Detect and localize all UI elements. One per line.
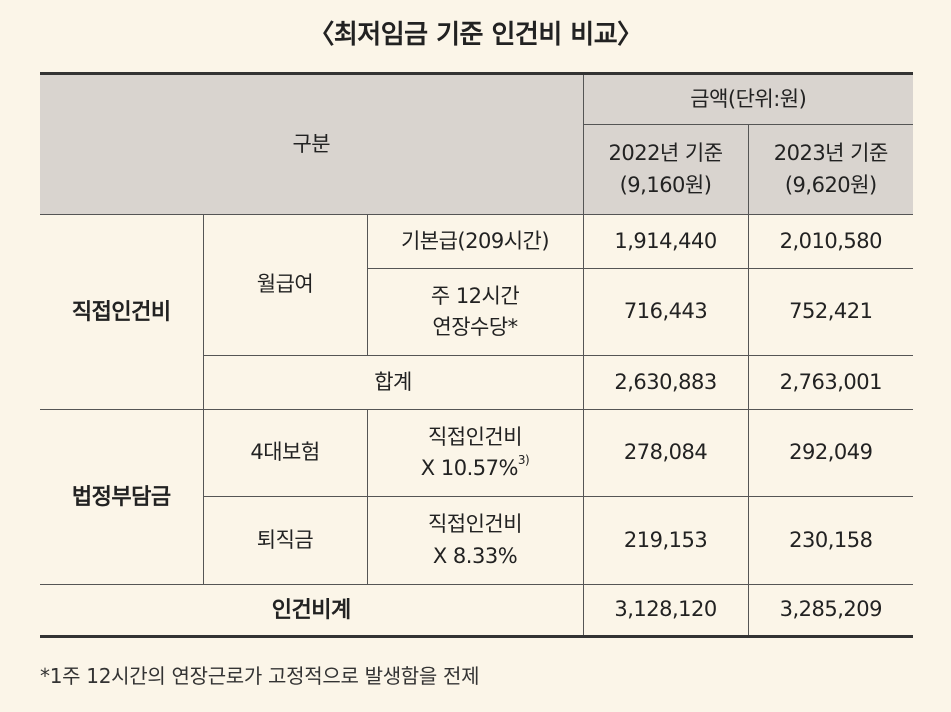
- base-pay-2023: 2,010,580: [747, 214, 914, 269]
- header-amount-unit: 금액(단위:원): [582, 73, 914, 125]
- header-2023-year: 2023년 기준: [773, 141, 889, 165]
- page-title: 〈최저임금 기준 인건비 비교〉: [308, 20, 643, 50]
- severance-2022: 219,153: [582, 496, 749, 585]
- overtime-2023: 752,421: [747, 268, 914, 356]
- overtime-label-line1: 주 12시간: [430, 283, 520, 308]
- header-2023-wage: (9,620원): [784, 172, 877, 197]
- overtime-label: 주 12시간 연장수당*: [367, 268, 584, 356]
- table-row: 주 12시간 연장수당* 716,443 752,421: [40, 268, 914, 356]
- subtotal-2023: 2,763,001: [747, 355, 914, 410]
- base-pay-label: 기본급(209시간): [366, 214, 584, 269]
- monthly-pay-label: 월급여: [202, 214, 368, 356]
- total-label: 인건비계: [40, 584, 584, 637]
- insurance-2022: 278,084: [582, 409, 749, 497]
- severance-2023: 230,158: [747, 496, 914, 585]
- base-pay-2022: 1,914,440: [582, 214, 749, 269]
- total-2022: 3,128,120: [582, 584, 749, 637]
- overtime-2022: 716,443: [582, 268, 749, 356]
- footnote-ref: 3): [517, 453, 530, 467]
- overtime-label-line2: 연장수당*: [432, 315, 518, 339]
- table-row: 직접인건비 월급여 기본급(209시간) 1,914,440 2,010,580: [40, 214, 914, 410]
- insurance-calc: 직접인건비 X 10.57%3): [366, 409, 584, 497]
- table-row: 퇴직금 직접인건비 X 8.33% 219,153 230,158: [40, 496, 914, 585]
- insurance-label: 4대보험: [202, 409, 368, 497]
- severance-calc-line1: 직접인건비: [427, 512, 523, 536]
- header-2022-wage: (9,160원): [619, 172, 712, 197]
- severance-calc-line2: X 8.33%: [432, 543, 518, 568]
- insurance-calc-line2: X 10.57%3): [368, 453, 583, 485]
- severance-label: 퇴직금: [203, 496, 368, 585]
- subtotal-label: 합계: [203, 355, 584, 410]
- header-2022-year: 2022년 기준: [608, 141, 723, 165]
- subtotal-2022: 2,630,883: [582, 355, 749, 410]
- header-category: 구분: [40, 73, 584, 215]
- insurance-rate: X 10.57%: [420, 456, 519, 480]
- total-2023: 3,285,209: [747, 584, 914, 637]
- table-row: 법정부담금 4대보험 직접인건비 X 10.57%3) 278,084 292,…: [40, 409, 914, 585]
- insurance-calc-line1: 직접인건비: [427, 424, 523, 449]
- direct-labor-label: 직접인건비: [40, 214, 204, 410]
- table-row: 합계 2,630,883 2,763,001: [40, 355, 914, 410]
- labor-cost-table: 구분 금액(단위:원) 2022년 기준 (9,160원) 2023년 기준 (…: [40, 72, 914, 638]
- header-2022: 2022년 기준 (9,160원): [583, 124, 749, 215]
- footnote: *1주 12시간의 연장근로가 고정적으로 발생함을 전제: [40, 664, 480, 688]
- table-row: 인건비계 3,128,120 3,285,209: [40, 584, 914, 637]
- insurance-2023: 292,049: [747, 409, 914, 497]
- severance-calc: 직접인건비 X 8.33%: [366, 496, 584, 585]
- header-2023: 2023년 기준 (9,620원): [747, 124, 914, 215]
- statutory-label: 법정부담금: [40, 409, 204, 585]
